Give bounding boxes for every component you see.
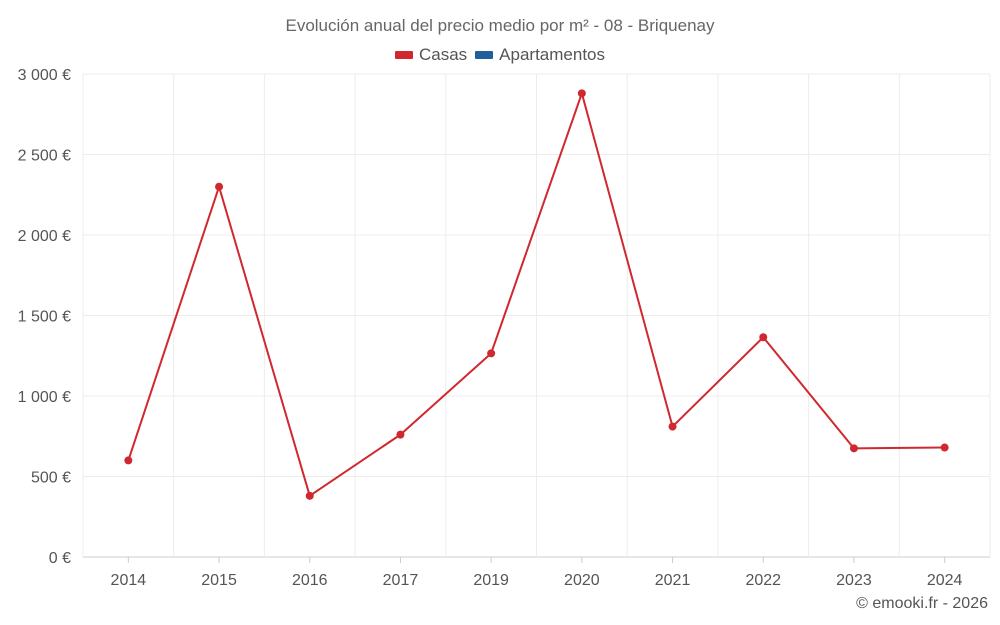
x-tick-label: 2024 (927, 572, 963, 589)
y-tick-label: 1 000 € (18, 389, 71, 406)
data-point (124, 456, 133, 465)
legend-item-apartamentos[interactable]: Apartamentos (475, 45, 605, 65)
data-point (668, 422, 677, 431)
y-tick-label: 2 000 € (18, 228, 71, 245)
data-point (487, 349, 496, 358)
y-tick-label: 2 500 € (18, 148, 71, 165)
data-point (940, 443, 949, 452)
y-tick-label: 3 000 € (18, 67, 71, 84)
credit-text: © emooki.fr - 2026 (856, 595, 988, 612)
legend-swatch-casas (394, 51, 413, 59)
data-point (305, 491, 314, 500)
data-point (577, 89, 586, 98)
legend: Casas Apartamentos (0, 45, 1000, 65)
x-tick-label: 2017 (383, 572, 419, 589)
y-tick-label: 500 € (31, 470, 71, 487)
x-tick-label: 2021 (655, 572, 691, 589)
data-point (396, 430, 405, 439)
legend-swatch-apartamentos (475, 51, 494, 59)
x-tick-label: 2023 (836, 572, 872, 589)
x-tick-label: 2020 (564, 572, 600, 589)
series-line-casas (127, 92, 945, 497)
x-tick-label: 2015 (201, 572, 237, 589)
legend-item-casas[interactable]: Casas (394, 45, 468, 65)
legend-label-apartamentos: Apartamentos (499, 45, 606, 64)
x-tick-label: 2014 (111, 572, 147, 589)
data-point (759, 333, 768, 342)
x-tick-label: 2016 (292, 572, 328, 589)
legend-label-casas: Casas (418, 45, 468, 64)
data-point (849, 444, 858, 453)
data-point (215, 182, 224, 191)
y-tick-label: 0 € (49, 550, 71, 567)
x-tick-label: 2019 (473, 572, 509, 589)
y-tick-label: 1 500 € (18, 309, 71, 326)
x-tick-label: 2022 (745, 572, 781, 589)
chart-title: Evolución anual del precio medio por m² … (285, 16, 715, 35)
